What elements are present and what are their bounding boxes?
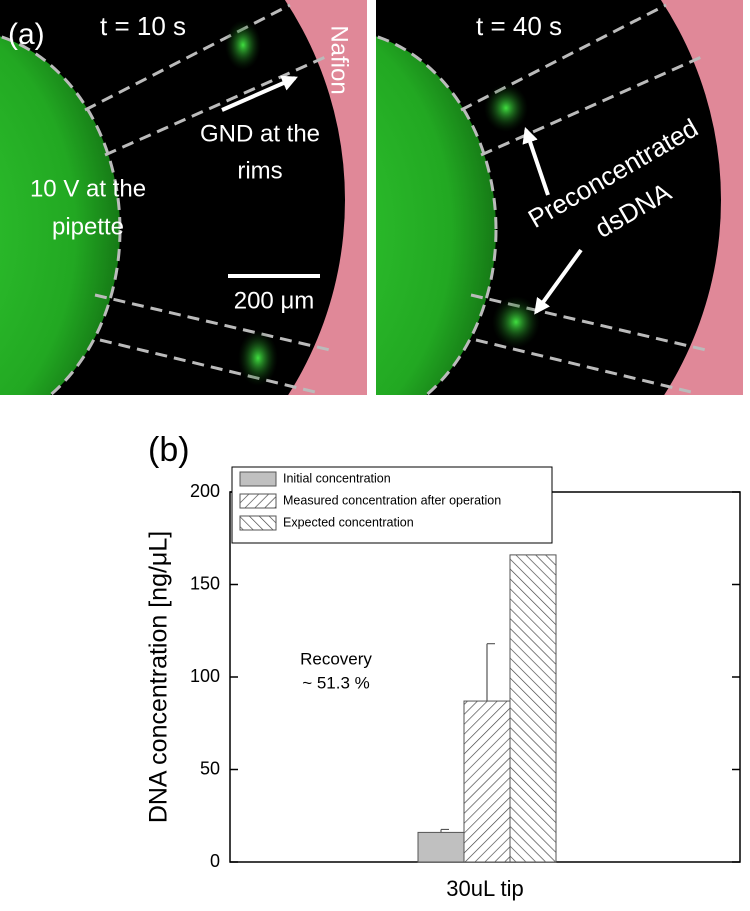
legend-swatch (239, 493, 277, 509)
nafion-label: Nafion (326, 25, 353, 94)
y-axis-label: DNA concentration [ng/μL] (145, 531, 173, 823)
bar (509, 554, 557, 863)
ground-label: GND at the (200, 120, 320, 147)
error-bar (440, 828, 449, 833)
y-tick-label: 50 (200, 758, 220, 778)
error-bar (486, 643, 495, 702)
legend-label: Measured concentration after operation (283, 493, 501, 507)
time-label: t = 40 s (476, 11, 562, 41)
y-tick-label: 150 (190, 573, 220, 593)
time-label: t = 10 s (100, 11, 186, 41)
ground-label: rims (237, 157, 282, 184)
voltage-label: pipette (52, 213, 124, 240)
panel-label: (a) (8, 18, 45, 51)
bar (417, 831, 465, 863)
bar (463, 700, 511, 863)
y-tick-label: 200 (190, 481, 220, 501)
legend-box (231, 466, 553, 544)
legend-swatch (239, 515, 277, 531)
legend-label: Expected concentration (283, 515, 414, 529)
x-tick-label: 30uL tip (446, 876, 523, 901)
legend-swatch (239, 471, 277, 487)
annotation: ~ 51.3 % (302, 673, 370, 692)
scale-label: 200 μm (234, 287, 315, 314)
annotation: Recovery (300, 649, 372, 668)
micrograph-left (0, 0, 367, 395)
y-tick-label: 100 (190, 666, 220, 686)
panel-label: (b) (148, 431, 190, 469)
y-tick-label: 0 (210, 851, 220, 871)
legend-label: Initial concentration (283, 471, 391, 485)
voltage-label: 10 V at the (30, 175, 146, 202)
micrograph-right: t = 40 s Preconcentrated dsDNA (376, 0, 743, 395)
bar-chart: (b) DNA concentration [ng/μL] 0 50 100 150 2… (145, 431, 741, 901)
